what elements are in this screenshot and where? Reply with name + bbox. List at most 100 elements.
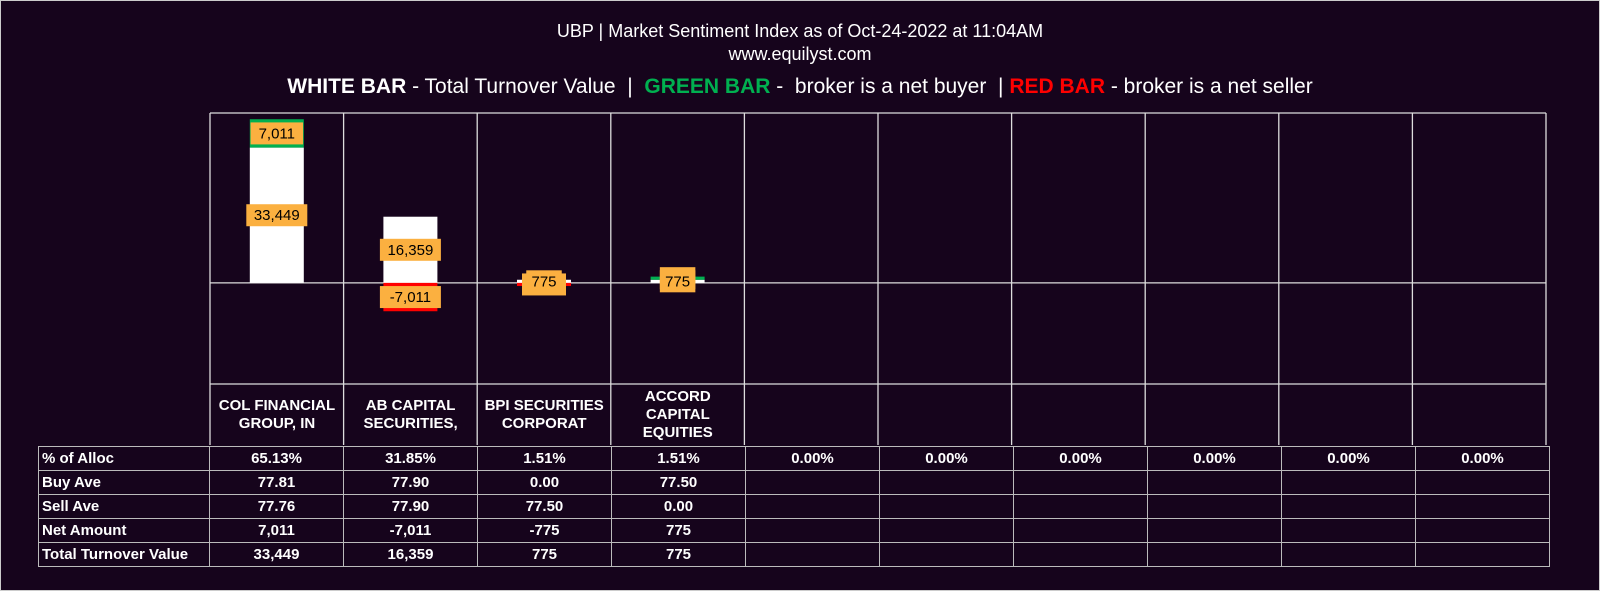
table-cell: 0.00% bbox=[879, 446, 1014, 471]
legend-text: WHITE BAR bbox=[287, 75, 407, 98]
row-label: Net Amount bbox=[38, 518, 210, 543]
table-row: Net Amount 7,011 -7,011 -775 775 bbox=[38, 518, 1550, 543]
table-cell: 33,449 bbox=[209, 542, 344, 567]
subtitle: www.equilyst.com bbox=[728, 44, 872, 64]
category-label bbox=[879, 385, 1011, 445]
table-cell bbox=[1415, 470, 1550, 495]
legend: WHITE BAR - Total Turnover Value | GREEN… bbox=[1, 75, 1599, 99]
table-cell bbox=[745, 542, 880, 567]
table-cell: 0.00% bbox=[1147, 446, 1282, 471]
value-label: -7,011 bbox=[379, 286, 441, 309]
table-cell: 775 bbox=[477, 542, 612, 567]
table-cell: 0.00% bbox=[1281, 446, 1416, 471]
table-cell bbox=[1415, 494, 1550, 519]
table-row: Total Turnover Value 33,449 16,359 775 775 bbox=[38, 542, 1550, 567]
row-label: Buy Ave bbox=[38, 470, 210, 495]
legend-text: - broker is a net buyer | bbox=[770, 75, 1010, 98]
category-label bbox=[745, 385, 877, 445]
title: UBP | Market Sentiment Index as of Oct-2… bbox=[556, 21, 1044, 41]
table-cell: 16,359 bbox=[343, 542, 478, 567]
table-cell: 0.00 bbox=[477, 470, 612, 495]
category-label: BPI SECURITIES CORPORAT bbox=[484, 397, 604, 432]
table-cell bbox=[745, 470, 880, 495]
table-cell bbox=[879, 494, 1014, 519]
value-label-box bbox=[379, 238, 441, 261]
table-cell bbox=[1281, 470, 1416, 495]
category-label bbox=[1280, 385, 1412, 445]
category-label bbox=[1013, 385, 1145, 445]
category-label: COL FINANCIAL GROUP, IN bbox=[218, 397, 336, 432]
table-cell bbox=[1281, 542, 1416, 567]
table-cell: 775 bbox=[611, 518, 746, 543]
table-row: Buy Ave 77.81 77.90 0.00 77.50 bbox=[38, 470, 1550, 495]
category-label: AB CAPITAL SECURITIES, bbox=[363, 397, 458, 432]
table-cell bbox=[1281, 494, 1416, 519]
row-label: Sell Ave bbox=[38, 494, 210, 519]
category-label: ACCORD CAPITAL EQUITIES bbox=[642, 388, 713, 441]
table-cell bbox=[1147, 494, 1282, 519]
table-cell: 0.00 bbox=[611, 494, 746, 519]
table-cell bbox=[1013, 494, 1148, 519]
table-cell: 65.13% bbox=[209, 446, 344, 471]
value-label: 7,011 bbox=[250, 122, 304, 145]
table-cell: 7,011 bbox=[209, 518, 344, 543]
table-cell: 77.76 bbox=[209, 494, 344, 519]
table-cell: 0.00% bbox=[745, 446, 880, 471]
legend-text: GREEN BAR bbox=[644, 75, 771, 98]
table-cell: 0.00% bbox=[1415, 446, 1550, 471]
table-cell bbox=[1013, 470, 1148, 495]
table-cell bbox=[879, 470, 1014, 495]
table-cell: 1.51% bbox=[477, 446, 612, 471]
table-cell bbox=[745, 494, 880, 519]
value-label: 775 bbox=[659, 270, 696, 293]
table-cell: 775 bbox=[611, 542, 746, 567]
category-label bbox=[1413, 385, 1545, 445]
legend-text: - broker is a net seller bbox=[1104, 75, 1313, 98]
value-label-box bbox=[246, 204, 308, 227]
table-cell bbox=[879, 542, 1014, 567]
table-cell: 77.90 bbox=[343, 470, 478, 495]
table-cell bbox=[879, 518, 1014, 543]
table-cell: 77.90 bbox=[343, 494, 478, 519]
value-label: 775 bbox=[526, 270, 562, 293]
value-label-text: 16,359 bbox=[387, 242, 433, 259]
value-label-box bbox=[250, 122, 304, 145]
value-label-text: 7,011 bbox=[259, 125, 295, 142]
table-cell bbox=[1147, 542, 1282, 567]
table-cell bbox=[1147, 470, 1282, 495]
value-label-text: -7,011 bbox=[390, 289, 431, 306]
table-cell bbox=[1415, 518, 1550, 543]
value-label-box bbox=[659, 270, 696, 293]
value-label-text: 775 bbox=[665, 273, 690, 290]
table-cell bbox=[1415, 542, 1550, 567]
value-label-text: 33,449 bbox=[254, 207, 300, 224]
legend-text: - Total Turnover Value | bbox=[406, 75, 645, 98]
value-label: 16,359 bbox=[379, 238, 441, 261]
table-cell: 77.50 bbox=[611, 470, 746, 495]
table-cell: 77.50 bbox=[477, 494, 612, 519]
table-cell: 0.00% bbox=[1013, 446, 1148, 471]
table-row: % of Alloc 65.13% 31.85% 1.51% 1.51% 0.00% 0.0… bbox=[38, 446, 1550, 471]
table-cell bbox=[745, 518, 880, 543]
row-label: Total Turnover Value bbox=[38, 542, 210, 567]
value-label: 33,449 bbox=[246, 204, 308, 227]
table-cell bbox=[1013, 542, 1148, 567]
value-label-box bbox=[526, 270, 562, 293]
table-cell: -7,011 bbox=[343, 518, 478, 543]
value-label-box bbox=[379, 286, 441, 309]
table-cell: 1.51% bbox=[611, 446, 746, 471]
category-label bbox=[1146, 385, 1278, 445]
table-cell bbox=[1013, 518, 1148, 543]
table-cell: 31.85% bbox=[343, 446, 478, 471]
legend-text: RED BAR bbox=[1009, 75, 1105, 98]
table-cell bbox=[1147, 518, 1282, 543]
row-label: % of Alloc bbox=[38, 446, 210, 471]
table-cell: 77.81 bbox=[209, 470, 344, 495]
table-row: Sell Ave 77.76 77.90 77.50 0.00 bbox=[38, 494, 1550, 519]
table-cell bbox=[1281, 518, 1416, 543]
stats-table: % of Alloc 65.13% 31.85% 1.51% 1.51% 0.00% 0.0… bbox=[38, 446, 1550, 567]
value-label-text: 775 bbox=[531, 273, 556, 290]
table-cell: -775 bbox=[477, 518, 612, 543]
